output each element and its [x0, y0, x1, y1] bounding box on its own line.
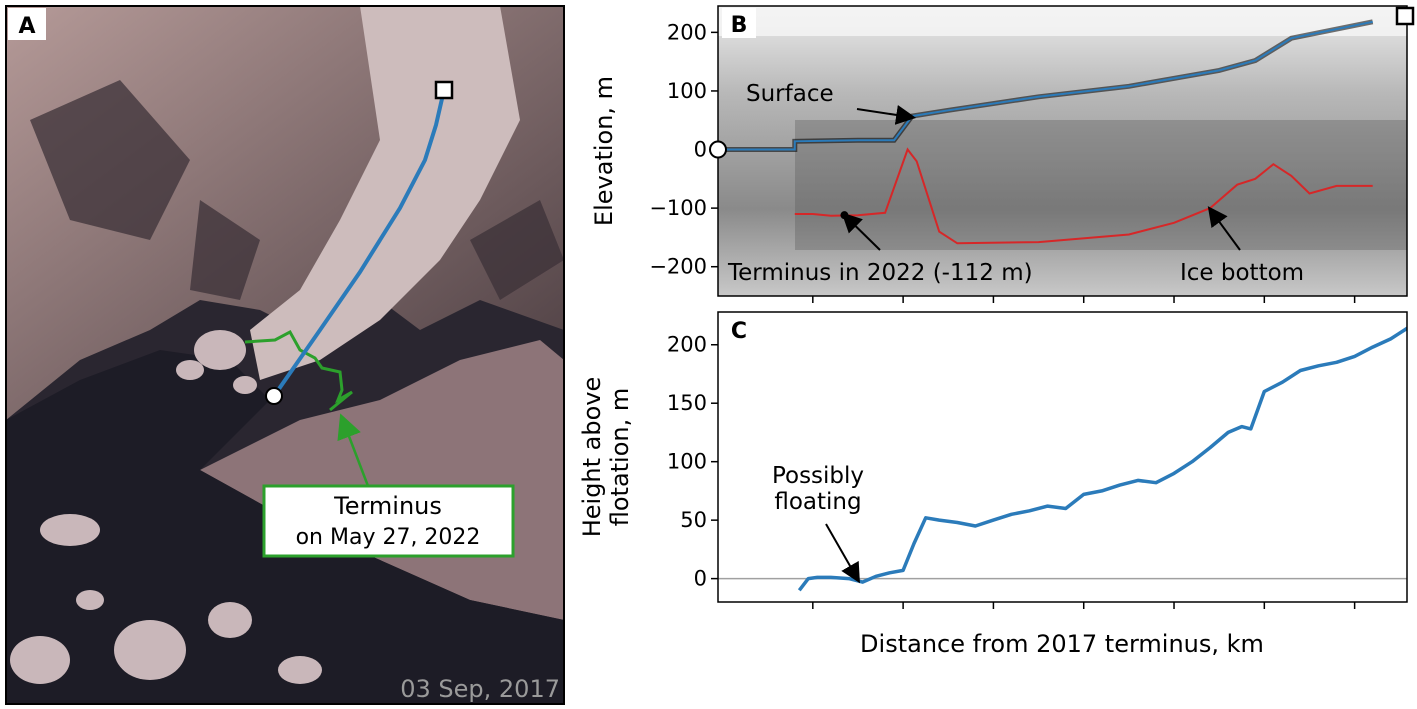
terminus-label-arrow	[337, 413, 370, 487]
y-tick-label: 100	[667, 79, 707, 103]
panel-label-b-box	[722, 8, 756, 38]
flotation-plot-area	[718, 312, 1407, 602]
radargram-panel: 200 100 0 −100 −200 Elevation, m B Surface Te…	[590, 5, 1415, 303]
series-line-height-above-flotation	[797, 326, 1407, 592]
radargram-top-blank	[718, 6, 1407, 36]
radargram-dark-band	[795, 120, 1407, 250]
panel-label-c: C	[731, 319, 747, 344]
panel-label-a: A	[18, 14, 35, 39]
flotation-ylabel-line1: Height above	[578, 377, 606, 538]
flotation-frame	[717, 311, 1408, 603]
flotation-panel: 0 50 100 150 200 Height above flotation, m C…	[578, 311, 1408, 658]
y-tick-label: 200	[667, 20, 707, 44]
profile-start-marker	[265, 387, 283, 405]
radargram-ylabel: Elevation, m	[590, 76, 618, 226]
panel-label-c-box	[722, 314, 756, 344]
annotation-label: Surface	[746, 81, 834, 107]
panel-label-a-box	[8, 8, 46, 40]
y-tick-label: 0	[694, 567, 707, 591]
annotation-label-line2: floating	[774, 489, 861, 515]
y-tick-label: 200	[667, 333, 707, 357]
shared-xlabel: Distance from 2017 terminus, km	[860, 630, 1264, 658]
series-line-surface	[722, 20, 1373, 151]
terminus-label-line1: Terminus	[333, 492, 442, 520]
satellite-map-panel: Terminus on May 27, 2022 03 Sep, 2017	[6, 6, 564, 704]
y-tick-label: 50	[680, 508, 707, 532]
image-date-stamp: 03 Sep, 2017	[400, 675, 560, 703]
radargram-background	[718, 6, 1407, 296]
terminus-2022-line	[244, 329, 353, 412]
annotation-label: Ice bottom	[1180, 260, 1304, 286]
annotation-arrow	[1207, 206, 1241, 251]
radar-profile-line	[272, 89, 446, 398]
profile-start-marker	[709, 140, 727, 159]
glacier-tongue-shape	[250, 6, 520, 380]
terminus-label-line2: on May 27, 2022	[296, 525, 481, 550]
annotation-arrow	[856, 105, 917, 125]
iceberg-group	[10, 330, 322, 684]
terminus-label-box	[262, 484, 515, 558]
profile-end-marker	[1395, 6, 1415, 26]
y-tick-label: 100	[667, 450, 707, 474]
annotation-arrow	[825, 523, 860, 584]
map-frame	[5, 5, 565, 705]
flotation-ylabel-line2: flotation, m	[606, 388, 634, 527]
annotation-label-line1: Possibly	[772, 463, 864, 489]
profile-end-marker	[434, 80, 454, 100]
y-tick-label: −100	[649, 196, 707, 220]
y-tick-label: −200	[649, 255, 707, 279]
annotation-label: Terminus in 2022 (-112 m)	[727, 260, 1033, 286]
annotation-arrow	[841, 212, 881, 251]
mountain-shadow-shape	[30, 80, 564, 300]
y-tick-label: 150	[667, 391, 707, 415]
y-tick-label: 0	[694, 138, 707, 162]
panel-label-b: B	[731, 13, 748, 38]
